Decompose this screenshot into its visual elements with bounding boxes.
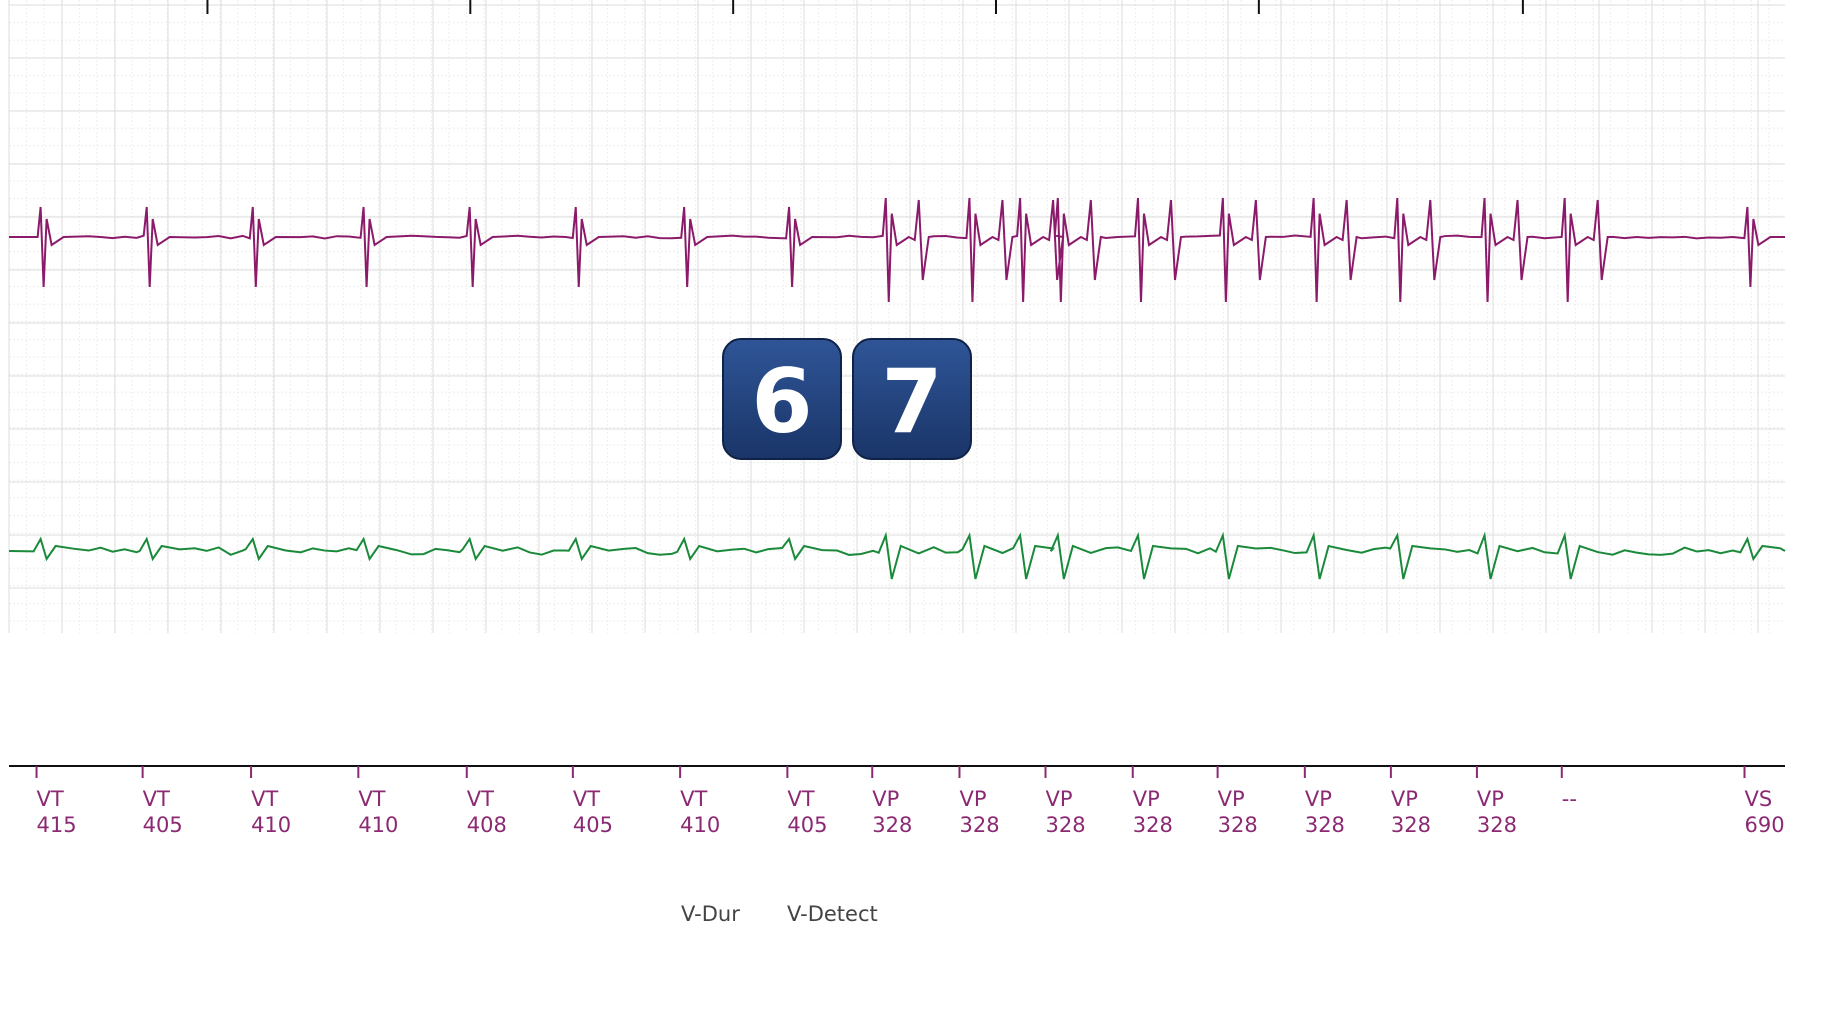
marker-interval: 328 bbox=[872, 813, 912, 837]
marker-label: VT bbox=[573, 787, 600, 811]
marker-label: VT bbox=[143, 787, 170, 811]
marker-interval: 405 bbox=[143, 813, 183, 837]
badge-label: 6 bbox=[751, 350, 812, 453]
badge-label: 7 bbox=[881, 350, 942, 453]
marker-label: VP bbox=[1391, 787, 1418, 811]
egm-trace-2 bbox=[8, 531, 1786, 580]
marker-label: VT bbox=[251, 787, 278, 811]
marker-interval: 415 bbox=[37, 813, 77, 837]
marker-interval: 690 bbox=[1744, 813, 1784, 837]
marker-interval: 328 bbox=[1218, 813, 1258, 837]
marker-label: VP bbox=[872, 787, 899, 811]
marker-interval: 405 bbox=[787, 813, 827, 837]
marker-channel: VT415VT405VT410VT410VT408VT405VT410VT405… bbox=[35, 766, 1785, 837]
marker-label: VT bbox=[680, 787, 707, 811]
egm-trace-1 bbox=[8, 197, 1785, 303]
marker-label: VP bbox=[1305, 787, 1332, 811]
marker-interval: 408 bbox=[467, 813, 507, 837]
marker-label: VP bbox=[1046, 787, 1073, 811]
marker-interval: 328 bbox=[1305, 813, 1345, 837]
marker-interval: 410 bbox=[251, 813, 291, 837]
grid bbox=[8, 0, 1785, 633]
marker-interval: 328 bbox=[1477, 813, 1517, 837]
marker-interval: 328 bbox=[959, 813, 999, 837]
annotation: V-Dur bbox=[681, 902, 740, 926]
annotation: V-Detect bbox=[787, 902, 878, 926]
marker-label: VP bbox=[959, 787, 986, 811]
marker-interval: 410 bbox=[680, 813, 720, 837]
marker-interval: 328 bbox=[1391, 813, 1431, 837]
marker-label: VP bbox=[1218, 787, 1245, 811]
marker-label: VP bbox=[1477, 787, 1504, 811]
marker-label: VT bbox=[467, 787, 494, 811]
marker-interval: 328 bbox=[1046, 813, 1086, 837]
badge bbox=[722, 338, 842, 460]
marker-interval: 328 bbox=[1133, 813, 1173, 837]
marker-label: VT bbox=[37, 787, 64, 811]
marker-label: VT bbox=[787, 787, 814, 811]
badge bbox=[852, 338, 972, 460]
marker-label: VP bbox=[1133, 787, 1160, 811]
marker-interval: 405 bbox=[573, 813, 613, 837]
marker-label: VT bbox=[358, 787, 385, 811]
marker-label: -- bbox=[1562, 787, 1577, 811]
marker-label: VS bbox=[1744, 787, 1772, 811]
marker-interval: 410 bbox=[358, 813, 398, 837]
